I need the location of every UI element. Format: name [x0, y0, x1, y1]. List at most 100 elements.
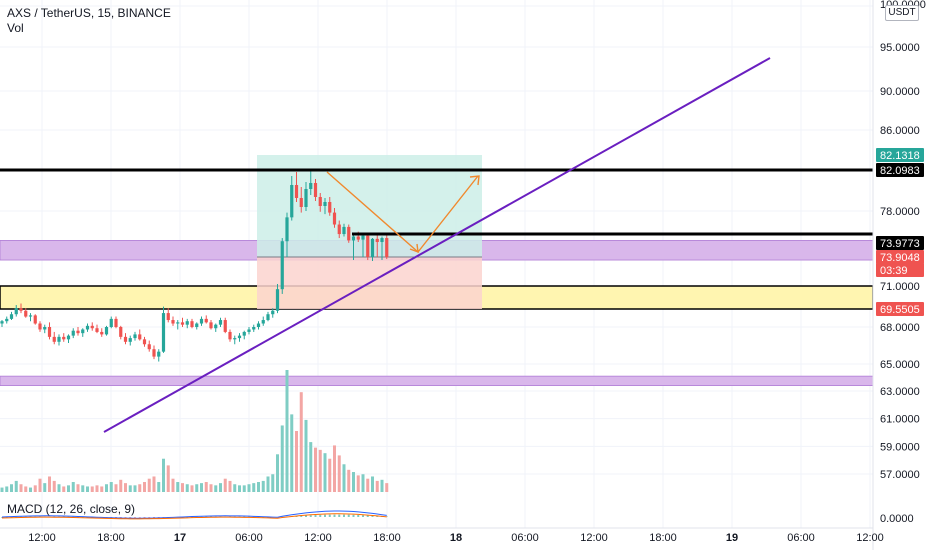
- candle-body: [228, 331, 232, 340]
- volume-bar: [166, 465, 170, 492]
- candle-body: [294, 184, 299, 198]
- time-tick-label: 12:00: [580, 532, 608, 544]
- volume-bar: [318, 449, 322, 492]
- candle: [66, 334, 71, 344]
- candle-body: [85, 325, 90, 330]
- candle: [109, 316, 113, 329]
- candle-body: [90, 325, 94, 329]
- trendline: [103, 57, 771, 433]
- candle: [380, 236, 384, 261]
- candle-body: [290, 184, 294, 218]
- macd-histogram-bar: [366, 515, 369, 517]
- candle-body: [95, 328, 99, 332]
- candle-body: [385, 238, 389, 258]
- candle: [147, 340, 151, 352]
- volume-bar: [114, 484, 118, 492]
- candle: [342, 223, 346, 237]
- macd-histogram-bar: [300, 515, 303, 517]
- macd-histogram-bar: [138, 517, 141, 518]
- macd-label[interactable]: MACD (12, 26, close, 9): [7, 502, 136, 516]
- macd-histogram-bar: [134, 517, 136, 518]
- candle: [309, 169, 313, 195]
- volume-bar: [162, 458, 165, 492]
- currency-unit-badge[interactable]: USDT: [885, 5, 919, 21]
- time-tick-label: 18:00: [97, 532, 125, 544]
- volume-bar: [100, 486, 104, 492]
- candle-body: [171, 320, 175, 324]
- price-tick-label: 63.0000: [880, 386, 920, 398]
- candle-body: [76, 330, 80, 334]
- candle: [275, 284, 280, 314]
- price-tick-label: 59.0000: [880, 441, 920, 453]
- candle: [152, 345, 156, 360]
- candle-body: [223, 320, 227, 332]
- candle-body: [266, 314, 270, 321]
- time-tick-label: 12:00: [856, 532, 884, 544]
- candle: [62, 333, 66, 342]
- macd-histogram-bar: [347, 514, 350, 517]
- macd-histogram-bar: [129, 517, 132, 518]
- volume-bar: [71, 482, 75, 492]
- macd-histogram-bar: [319, 514, 322, 517]
- candle: [323, 197, 327, 215]
- volume-bar: [48, 476, 51, 492]
- candle: [214, 323, 218, 332]
- macd-histogram-bar: [371, 515, 374, 517]
- macd-histogram-bar: [15, 516, 18, 518]
- candle: [185, 318, 189, 329]
- symbol-title[interactable]: AXS / TetherUS, 15, BINANCE: [7, 6, 171, 20]
- macd-histogram-bar: [119, 517, 122, 518]
- candle-body: [271, 310, 275, 315]
- time-tick-label: 06:00: [787, 532, 815, 544]
- candle-body: [9, 314, 14, 319]
- volume-bar: [361, 474, 365, 492]
- candle-body: [157, 351, 161, 357]
- volume-bar: [352, 472, 355, 492]
- price-badge-label: 73.9048: [880, 252, 920, 264]
- price-tick-label: 61.0000: [880, 414, 920, 426]
- macd-histogram-bar: [10, 516, 13, 518]
- candle: [128, 335, 132, 346]
- candle-body: [233, 338, 237, 340]
- macd-histogram-bar: [309, 515, 312, 517]
- volume-bar: [33, 485, 37, 492]
- volume-bar: [328, 458, 332, 492]
- candle: [0, 320, 4, 327]
- candle-body: [128, 338, 132, 342]
- volume-bar: [304, 419, 308, 492]
- candle-body: [5, 318, 9, 322]
- volume-bar: [90, 486, 94, 492]
- candle-body: [190, 321, 194, 327]
- volume-bar: [38, 478, 42, 492]
- candle-body: [180, 322, 185, 325]
- candle: [176, 320, 180, 330]
- time-tick-label: 17: [174, 532, 186, 544]
- volume-bar: [252, 483, 256, 492]
- candle-body: [152, 349, 156, 357]
- candle: [161, 306, 166, 353]
- candle: [209, 320, 213, 330]
- candle-body: [138, 334, 142, 340]
- candle: [71, 328, 75, 339]
- volume-label[interactable]: Vol: [7, 21, 24, 35]
- candle-body: [214, 324, 218, 329]
- candle: [114, 316, 118, 329]
- candle-body: [299, 197, 303, 207]
- macd-histogram-bar: [1, 517, 3, 518]
- candle-body: [133, 334, 137, 339]
- candle: [104, 325, 109, 336]
- candle: [218, 317, 223, 327]
- volume-bar: [171, 478, 175, 492]
- drawing-lines: [0, 57, 873, 433]
- volume-bar: [356, 475, 360, 492]
- volume-bar: [233, 484, 237, 492]
- candle: [280, 238, 284, 294]
- volume-bar: [67, 485, 70, 492]
- macd-pane: [1, 510, 388, 520]
- volume-bar: [119, 479, 123, 492]
- candle: [47, 322, 52, 340]
- macd-histogram-bar: [305, 515, 307, 517]
- arrow-head: [409, 243, 419, 254]
- candle: [375, 234, 379, 258]
